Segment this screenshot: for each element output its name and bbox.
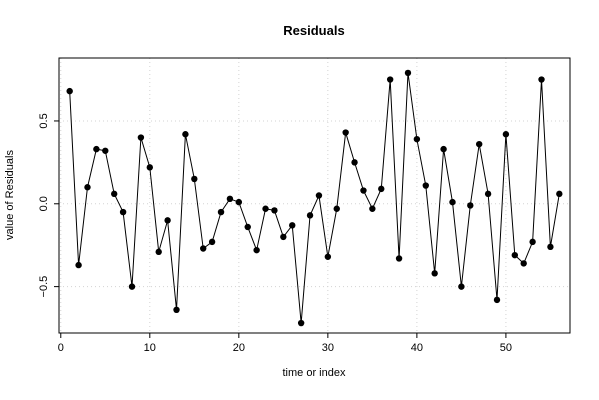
data-point [262, 205, 269, 212]
data-point [493, 296, 501, 304]
data-point [529, 238, 536, 246]
data-point [93, 145, 100, 153]
x-tick-label: 10 [144, 342, 156, 354]
y-tick-label: 0.5 [38, 113, 50, 128]
data-point [128, 283, 136, 290]
data-point [164, 217, 171, 224]
data-point [146, 164, 154, 171]
data-point [520, 260, 527, 267]
data-point [342, 129, 349, 136]
data-point [315, 192, 323, 199]
x-tick-label: 40 [411, 342, 423, 354]
data-point [84, 184, 91, 191]
data-point [182, 131, 189, 138]
data-point [306, 212, 314, 219]
data-point [137, 134, 145, 141]
data-point [467, 202, 474, 209]
x-tick-label: 0 [58, 342, 64, 354]
data-point [226, 195, 234, 203]
data-point [102, 147, 109, 154]
data-point [351, 159, 358, 166]
data-point [75, 261, 82, 269]
data-point [66, 87, 73, 95]
data-point [244, 223, 251, 231]
data-point [475, 140, 483, 148]
data-point [217, 208, 225, 216]
y-tick-label: 0.0 [38, 196, 50, 211]
data-point [289, 222, 296, 229]
data-point [110, 190, 118, 198]
data-point [458, 283, 465, 290]
x-tick-label: 20 [233, 342, 245, 354]
plot-frame [58, 57, 571, 334]
data-point [333, 205, 340, 212]
data-point [155, 248, 162, 256]
data-point [173, 306, 180, 314]
data-point [280, 233, 287, 241]
x-axis: 0 10 20 30 40 50 [58, 333, 512, 354]
data-point [556, 190, 563, 198]
x-tick-label: 50 [500, 342, 512, 354]
data-point [369, 205, 376, 212]
data-point [431, 270, 438, 277]
data-point [271, 207, 278, 214]
y-axis-label: value of Residuals [4, 150, 16, 240]
x-axis-label: time or index [283, 367, 346, 379]
data-point [200, 245, 207, 252]
data-point [422, 182, 429, 189]
y-tick-label: −0.5 [38, 276, 50, 298]
data-point [404, 69, 412, 77]
data-point [502, 131, 510, 138]
y-axis: −0.5 0.0 0.5 [38, 113, 59, 297]
data-point [360, 187, 367, 194]
data-point [449, 198, 456, 206]
data-point [538, 76, 545, 83]
data-point [547, 243, 554, 251]
data-point [440, 145, 447, 153]
series-line [69, 72, 560, 324]
data-point [386, 76, 394, 83]
data-point [511, 251, 519, 259]
data-point [235, 198, 243, 206]
data-point [413, 135, 421, 143]
data-point [191, 175, 198, 183]
data-point [119, 208, 127, 216]
data-point [378, 185, 385, 193]
chart-title: Residuals [283, 23, 344, 38]
x-tick-label: 30 [322, 342, 334, 354]
data-point [395, 255, 403, 262]
grid [59, 58, 570, 333]
data-point [208, 238, 216, 246]
data-point [253, 246, 260, 254]
data-point [324, 253, 332, 260]
data-point [297, 319, 305, 327]
data-points [66, 69, 563, 327]
data-point [484, 190, 492, 198]
